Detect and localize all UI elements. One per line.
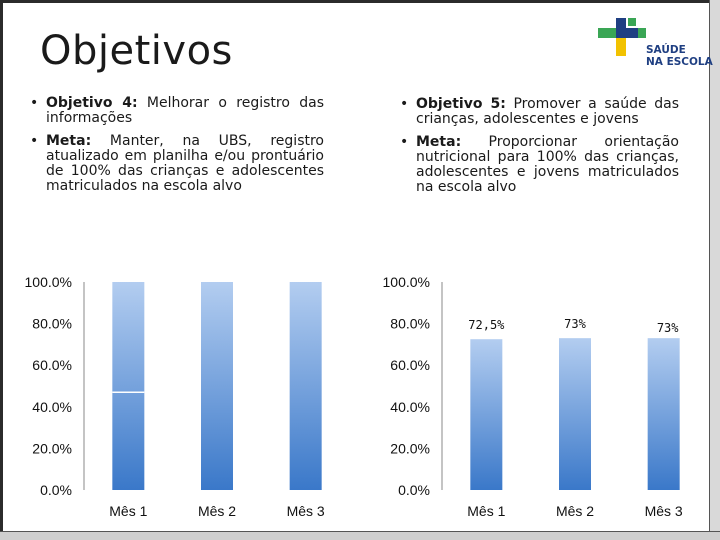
bar-data-label: 73% (564, 317, 586, 331)
left-bullet-objetivo-text: Melhorar o registro das informações (46, 95, 324, 126)
y-tick-label: 20.0% (32, 440, 72, 456)
chart-registro: 0.0% 20.0% 40.0% 60.0% 80.0% 100.0% Mês 1 Mês 2… (14, 268, 354, 524)
chart-nutricional: 0.0% 20.0% 40.0% 60.0% 80.0% 100.0% Mês 1 72,5%… (372, 268, 712, 524)
x-category-label: Mês 2 (556, 503, 594, 519)
chart-nutricional-svg: 0.0% 20.0% 40.0% 60.0% 80.0% 100.0% Mês 1 72,5%… (383, 274, 683, 519)
y-tick-label: 40.0% (32, 399, 72, 415)
bar-3 (647, 338, 680, 490)
bullet-icon: • (400, 134, 409, 150)
chart-registro-svg: 0.0% 20.0% 40.0% 60.0% 80.0% 100.0% Mês 1 Mês 2… (25, 274, 325, 519)
logo-line-2: NA ESCOLA (646, 56, 713, 68)
logo-text: SAÚDE NA ESCOLA (646, 44, 713, 68)
logo-cross-icon (598, 18, 646, 56)
right-bullet-objetivo: • Objetivo 5: Promover a saúde das crianç… (398, 97, 679, 127)
bullet-icon: • (30, 95, 39, 111)
bar-2 (201, 282, 233, 490)
bar-1 (112, 282, 145, 490)
y-tick-label: 20.0% (390, 440, 430, 456)
y-tick-label: 100.0% (383, 274, 430, 290)
x-category-label: Mês 3 (645, 503, 683, 519)
x-category-label: Mês 3 (287, 503, 325, 519)
slide-bottom-edge (0, 531, 720, 540)
y-tick-label: 100.0% (25, 274, 72, 290)
right-bullet-meta-label: Meta: (416, 134, 462, 150)
x-category-label: Mês 1 (467, 503, 505, 519)
y-tick-label: 80.0% (390, 316, 430, 332)
saude-na-escola-logo (598, 18, 713, 78)
bullet-icon: • (400, 96, 409, 112)
left-objectives: • Objetivo 4: Melhorar o registro das inf… (28, 96, 324, 202)
bar-data-label: 72,5% (468, 318, 505, 332)
left-bullet-objetivo-label: Objetivo 4: (46, 95, 138, 111)
left-bullet-meta-text: Manter, na UBS, registro atualizado em p… (46, 133, 324, 194)
right-bullet-meta: • Meta: Proporcionar orientação nutricion… (398, 135, 679, 195)
bar-1 (470, 339, 503, 490)
left-bullet-meta: • Meta: Manter, na UBS, registro atualiza… (28, 134, 324, 194)
y-tick-label: 0.0% (40, 482, 72, 498)
slide-title: Objetivos (40, 28, 233, 74)
y-tick-label: 40.0% (390, 399, 430, 415)
bar-data-label: 73% (657, 321, 679, 335)
y-tick-label: 60.0% (32, 357, 72, 373)
bullet-icon: • (30, 133, 39, 149)
logo-line-1: SAÚDE (646, 44, 686, 56)
left-bullet-objetivo: • Objetivo 4: Melhorar o registro das inf… (28, 96, 324, 126)
bar-3 (289, 282, 322, 490)
right-bullet-meta-text: Proporcionar orientação nutricional para… (416, 134, 679, 195)
y-tick-label: 0.0% (398, 482, 430, 498)
x-category-label: Mês 2 (198, 503, 236, 519)
x-category-label: Mês 1 (109, 503, 147, 519)
right-objectives: • Objetivo 5: Promover a saúde das crianç… (398, 97, 679, 203)
y-tick-label: 60.0% (390, 357, 430, 373)
bar-2 (559, 338, 591, 490)
slide-right-edge (709, 0, 720, 540)
left-bullet-meta-label: Meta: (46, 133, 92, 149)
right-bullet-objetivo-text: Promover a saúde das crianças, adolescen… (416, 96, 679, 127)
y-tick-label: 80.0% (32, 316, 72, 332)
right-bullet-objetivo-label: Objetivo 5: (416, 96, 506, 112)
